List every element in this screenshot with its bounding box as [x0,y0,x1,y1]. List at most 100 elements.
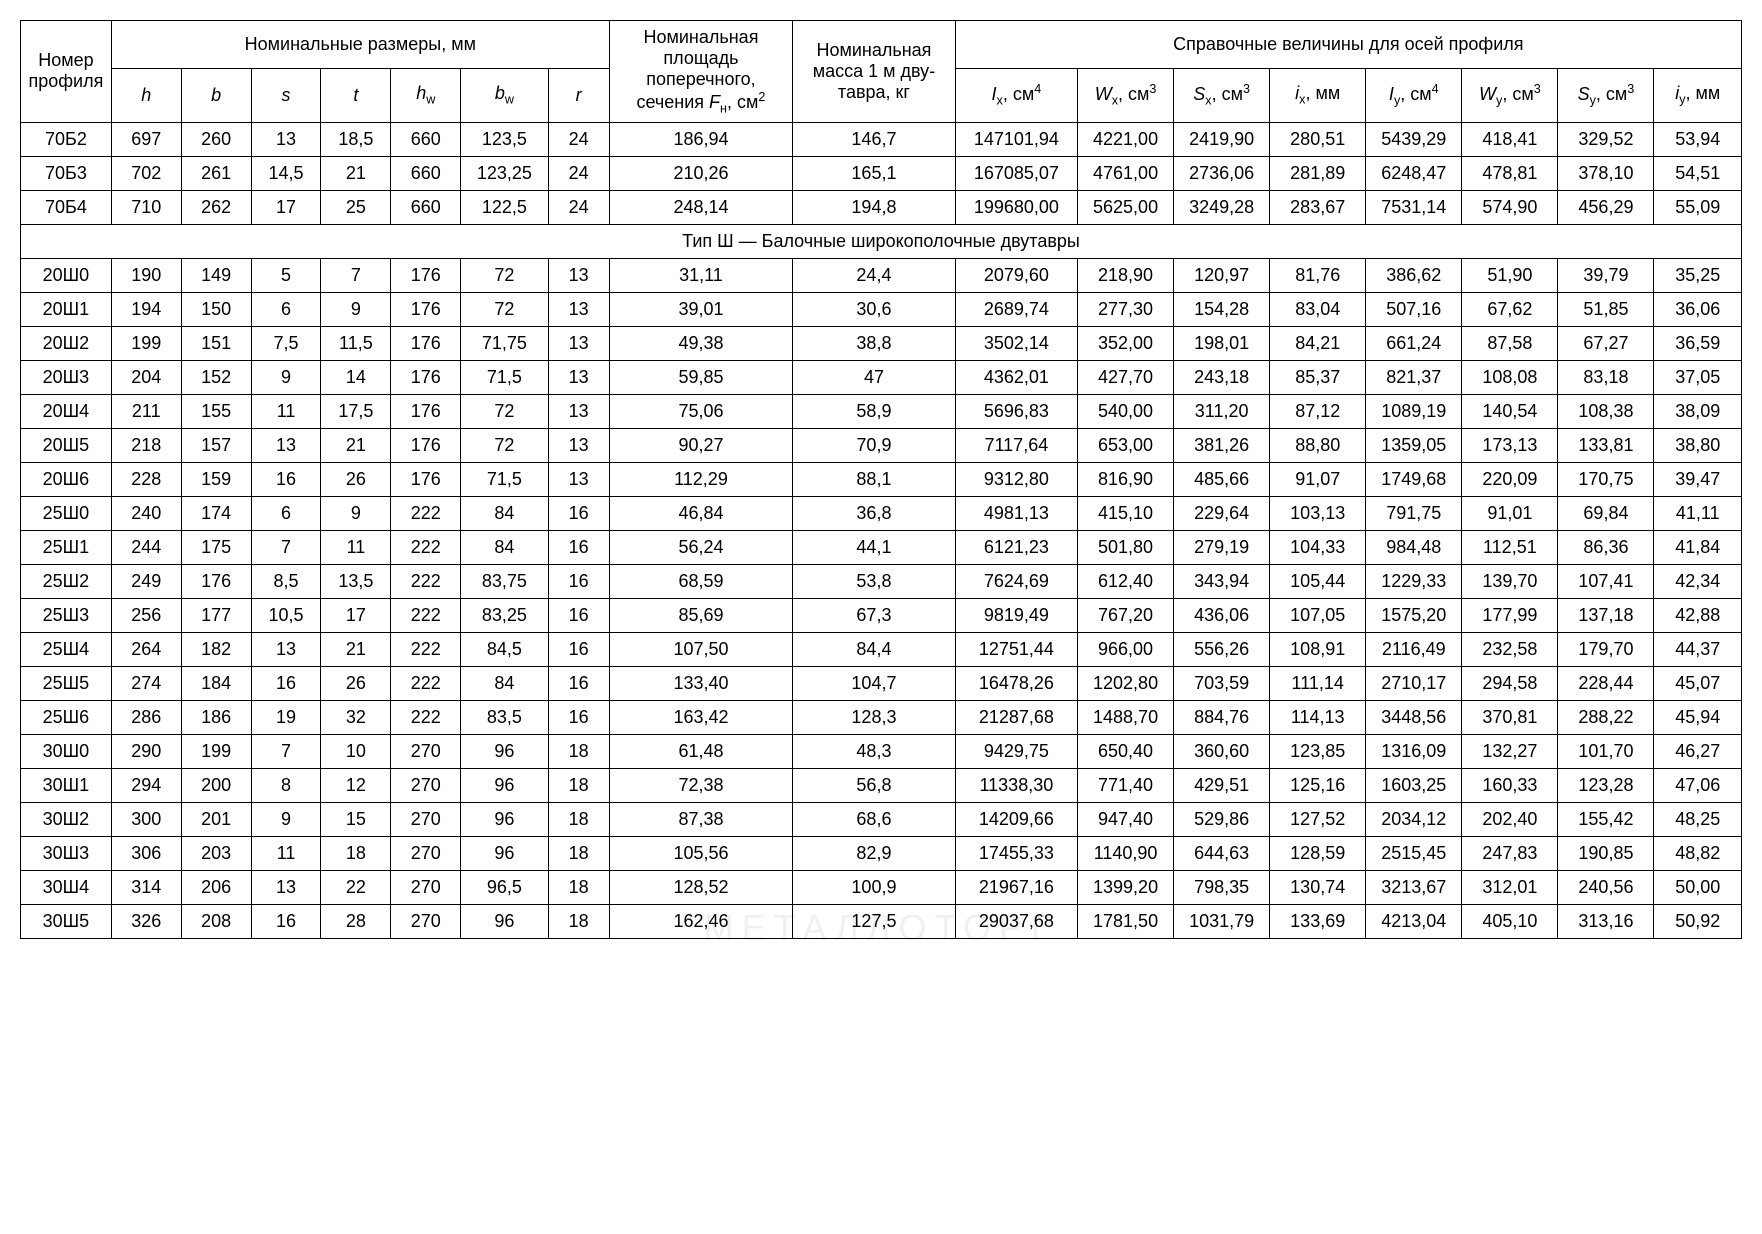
table-cell: 7117,64 [955,428,1077,462]
table-cell: 160,33 [1462,768,1558,802]
table-cell: 19 [251,700,321,734]
col-b: b [181,68,251,122]
table-cell: 48,3 [793,734,956,768]
table-cell: 87,58 [1462,326,1558,360]
table-cell: 139,70 [1462,564,1558,598]
table-cell: 85,37 [1270,360,1366,394]
table-cell: 51,90 [1462,258,1558,292]
table-cell: 2710,17 [1366,666,1462,700]
table-cell: 313,16 [1558,904,1654,938]
table-cell: 20Ш0 [21,258,112,292]
table-cell: 125,16 [1270,768,1366,802]
table-cell: 30Ш0 [21,734,112,768]
table-cell: 710 [111,190,181,224]
table-cell: 190 [111,258,181,292]
table-cell: 154,28 [1174,292,1270,326]
table-cell: 45,94 [1654,700,1742,734]
table-cell: 31,11 [609,258,792,292]
table-cell: 176 [181,564,251,598]
table-cell: 101,70 [1558,734,1654,768]
table-cell: 478,81 [1462,156,1558,190]
table-cell: 127,52 [1270,802,1366,836]
table-cell: 4221,00 [1078,122,1174,156]
table-cell: 26 [321,666,391,700]
table-cell: 48,25 [1654,802,1742,836]
table-cell: 20Ш4 [21,394,112,428]
table-cell: 186,94 [609,122,792,156]
table-row: 20Ш52181571321176721390,2770,97117,64653… [21,428,1742,462]
table-cell: 11,5 [321,326,391,360]
table-cell: 42,88 [1654,598,1742,632]
table-cell: 222 [391,700,461,734]
table-cell: 7531,14 [1366,190,1462,224]
table-cell: 1603,25 [1366,768,1462,802]
table-cell: 35,25 [1654,258,1742,292]
table-cell: 199680,00 [955,190,1077,224]
table-cell: 248,14 [609,190,792,224]
table-cell: 6 [251,496,321,530]
table-cell: 162,46 [609,904,792,938]
table-row: 30Ш330620311182709618105,5682,917455,331… [21,836,1742,870]
table-row: 25Ш325617710,51722283,251685,6967,39819,… [21,598,1742,632]
table-cell: 21 [321,156,391,190]
table-cell: 13 [548,428,609,462]
table-cell: 159 [181,462,251,496]
table-cell: 176 [391,258,461,292]
table-cell: 697 [111,122,181,156]
table-cell: 123,25 [461,156,548,190]
table-cell: 7 [251,734,321,768]
table-cell: 137,18 [1558,598,1654,632]
table-cell: 222 [391,632,461,666]
table-cell: 208 [181,904,251,938]
col-Iy: Iy, см4 [1366,68,1462,122]
table-cell: 210,26 [609,156,792,190]
table-cell: 229,64 [1174,496,1270,530]
table-cell: 55,09 [1654,190,1742,224]
table-row: 20Ш42111551117,5176721375,0658,95696,835… [21,394,1742,428]
table-cell: 277,30 [1078,292,1174,326]
table-cell: 104,33 [1270,530,1366,564]
table-cell: 151 [181,326,251,360]
col-r: r [548,68,609,122]
table-cell: 5696,83 [955,394,1077,428]
table-cell: 39,47 [1654,462,1742,496]
table-cell: 25 [321,190,391,224]
table-cell: 104,7 [793,666,956,700]
table-cell: 132,27 [1462,734,1558,768]
table-cell: 194,8 [793,190,956,224]
table-cell: 280,51 [1270,122,1366,156]
table-cell: 821,37 [1366,360,1462,394]
table-cell: 174 [181,496,251,530]
table-cell: 7624,69 [955,564,1077,598]
table-cell: 9429,75 [955,734,1077,768]
profile-table: Номер профи­ля Номинальные размеры, мм Н… [20,20,1742,939]
col-iy: iy, мм [1654,68,1742,122]
table-cell: 90,27 [609,428,792,462]
table-cell: 176 [391,462,461,496]
table-cell: 18 [548,734,609,768]
table-cell: 149 [181,258,251,292]
table-row: 30Ш1294200812270961872,3856,811338,30771… [21,768,1742,802]
table-cell: 249 [111,564,181,598]
table-cell: 107,50 [609,632,792,666]
table-cell: 211 [111,394,181,428]
table-cell: 28 [321,904,391,938]
table-cell: 260 [181,122,251,156]
table-cell: 9 [321,292,391,326]
table-cell: 25Ш3 [21,598,112,632]
table-cell: 128,3 [793,700,956,734]
table-cell: 179,70 [1558,632,1654,666]
table-cell: 1229,33 [1366,564,1462,598]
table-cell: 427,70 [1078,360,1174,394]
table-cell: 26 [321,462,391,496]
table-cell: 10 [321,734,391,768]
table-cell: 46,84 [609,496,792,530]
table-cell: 9312,80 [955,462,1077,496]
table-cell: 69,84 [1558,496,1654,530]
table-cell: 91,01 [1462,496,1558,530]
table-cell: 120,97 [1174,258,1270,292]
table-cell: 2034,12 [1366,802,1462,836]
col-nominal-mass: Номинальная масса 1 м дву­тавра, кг [793,21,956,123]
table-cell: 83,75 [461,564,548,598]
table-cell: 20Ш5 [21,428,112,462]
